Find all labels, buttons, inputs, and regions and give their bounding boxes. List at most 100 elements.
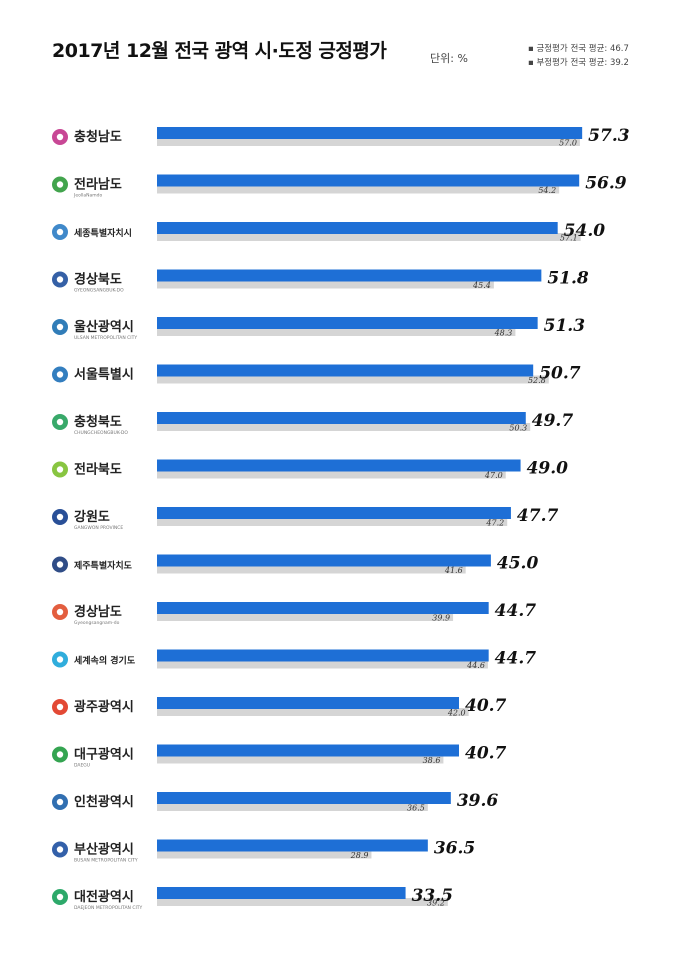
positive-bar (157, 649, 489, 662)
positive-value-label: 49.7 (532, 411, 574, 431)
positive-value-label: 40.7 (465, 744, 507, 764)
negative-bar (157, 138, 580, 146)
region-logo-text: 경상남도 (74, 604, 122, 620)
positive-bar (157, 412, 526, 424)
negative-value-label: 47.2 (485, 519, 504, 528)
region-logo-subtitle: DAEJEON METROPOLITAN CITY (74, 905, 143, 911)
region-logo-text: 대전광역시 (74, 889, 134, 905)
positive-bar (157, 507, 511, 519)
region-logo-icon-center (56, 371, 64, 378)
region-logo-text: 세계속의 경기도 (74, 655, 136, 667)
unit-label: 단위: % (430, 52, 468, 65)
region-logo-icon-center (56, 893, 64, 901)
region-logo-subtitle: JeollaNamdo (73, 193, 102, 199)
region-logo-subtitle: BUSAN METROPOLITAN CITY (74, 858, 138, 864)
region-logo-icon-center (56, 276, 64, 283)
negative-value-label: 44.6 (466, 661, 485, 670)
region-logo-subtitle: DAEGU (74, 763, 90, 769)
region-logo-icon-center (56, 798, 64, 806)
positive-value-label: 49.0 (527, 459, 569, 479)
region-logo-subtitle: Gyeongsangnam-do (74, 620, 120, 626)
negative-value-label: 52.8 (528, 376, 546, 385)
region-logo-text: 전라북도 (74, 462, 122, 478)
positive-bar (157, 839, 428, 852)
region-logo-icon-center (56, 228, 64, 236)
region-logo-icon-center (56, 561, 64, 568)
negative-bar (157, 565, 466, 574)
negative-bar (157, 755, 444, 764)
negative-value-label: 48.3 (494, 329, 513, 338)
negative-value-label: 47.0 (484, 471, 503, 480)
legend-positive-average: ▪ 긍정평가 전국 평균: 46.7 (528, 44, 629, 54)
region-logo-text: 서울특별시 (74, 367, 134, 383)
negative-bar (157, 708, 469, 716)
negative-value-label: 36.5 (407, 804, 425, 813)
region-logo-text: 세종특별자치시 (74, 227, 132, 239)
positive-value-label: 51.3 (544, 316, 586, 336)
region-logo-subtitle: CHUNGCHEONGBUK-DO (74, 430, 128, 436)
region-logo-text: 광주광역시 (74, 699, 134, 715)
negative-value-label: 45.4 (472, 281, 491, 290)
negative-bar (157, 660, 488, 669)
positive-value-label: 44.7 (495, 649, 537, 669)
region-logo-icon-center (56, 466, 64, 473)
positive-value-label: 45.0 (497, 554, 539, 574)
positive-value-label: 56.9 (585, 174, 627, 194)
positive-bar (157, 744, 459, 757)
region-logo-text: 충청남도 (74, 129, 122, 145)
positive-bar (157, 554, 491, 567)
negative-value-label: 41.6 (444, 566, 463, 575)
positive-bar (157, 697, 459, 709)
region-logo-icon-center (56, 181, 64, 188)
negative-bar (157, 328, 516, 336)
negative-bar (157, 185, 560, 194)
negative-bar (157, 375, 549, 384)
chart-title: 2017년 12월 전국 광역 시·도정 긍정평가 (52, 40, 387, 62)
positive-value-label: 40.7 (465, 696, 507, 716)
region-logo-icon-center (56, 751, 64, 758)
positive-bar (157, 269, 542, 282)
positive-value-label: 33.5 (412, 886, 453, 906)
negative-value-label: 54.2 (538, 186, 556, 195)
positive-bar (157, 127, 583, 139)
region-logo-text: 인천광역시 (74, 794, 134, 810)
negative-value-label: 39.2 (427, 899, 445, 908)
positive-value-label: 47.7 (517, 506, 559, 526)
region-logo-icon-center (56, 656, 64, 663)
region-logo-text: 강원도 (74, 509, 110, 525)
region-logo-icon-center (56, 608, 64, 616)
negative-value-label: 28.9 (350, 851, 369, 860)
positive-bar (157, 602, 489, 614)
negative-value-label: 57.1 (560, 234, 578, 243)
negative-value-label: 50.3 (509, 424, 527, 433)
positive-bar (157, 222, 558, 234)
positive-value-label: 57.3 (588, 126, 630, 146)
negative-bar (157, 470, 506, 479)
positive-bar (157, 364, 534, 377)
region-logo-icon-center (56, 846, 64, 853)
negative-bar (157, 518, 508, 526)
region-logo-text: 전라남도 (74, 177, 122, 193)
region-logo-subtitle: ULSAN METROPOLITAN CITY (74, 335, 137, 341)
positive-bar (157, 459, 521, 472)
region-logo-text: 부산광역시 (74, 842, 134, 858)
positive-bar (157, 174, 580, 187)
negative-value-label: 38.6 (423, 756, 441, 765)
negative-bar (157, 898, 448, 906)
region-logo-icon-center (56, 133, 64, 141)
negative-bar (157, 803, 428, 811)
negative-bar (157, 233, 581, 241)
negative-value-label: 39.9 (432, 614, 450, 623)
negative-bar (157, 280, 494, 289)
negative-bar (157, 423, 531, 431)
region-logo-subtitle: GYEONGSANGBUK-DO (74, 288, 124, 294)
negative-bar (157, 613, 454, 621)
positive-value-label: 50.7 (539, 364, 581, 384)
region-logo-text: 충청북도 (74, 414, 122, 430)
legend-negative-average: ▪ 부정평가 전국 평균: 39.2 (528, 58, 629, 68)
region-logo-icon-center (56, 323, 64, 331)
negative-value-label: 42.0 (447, 709, 466, 718)
region-logo-icon-center (56, 513, 64, 521)
positive-bar (157, 317, 538, 329)
